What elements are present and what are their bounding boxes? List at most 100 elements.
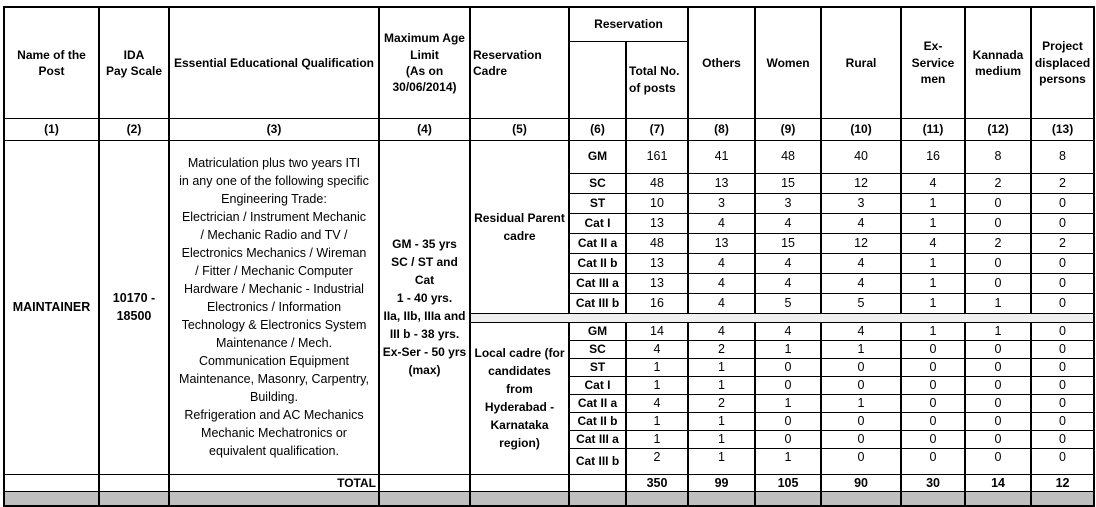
residual-cat2a-total: 48 — [624, 232, 690, 254]
bottom-band-cell — [168, 491, 380, 507]
col-number-5: (5) — [469, 117, 570, 141]
local-cat2a-women: 1 — [754, 393, 823, 413]
local-st-women: 0 — [754, 357, 823, 377]
total-women: 105 — [754, 473, 823, 493]
header-max-age-limit: Maximum Age Limit (As on 30/06/2014) — [378, 6, 471, 119]
local-sc-project: 0 — [1030, 339, 1096, 359]
recruitment-reservation-table: Name of the Post IDA Pay Scale Essential… — [3, 6, 1096, 507]
local-cadre-label: Local cadre (for candidates from Hyderab… — [469, 321, 570, 475]
residual-st-project: 0 — [1030, 192, 1096, 214]
local-cat3a-women: 0 — [754, 429, 823, 449]
local-cat2b-project: 0 — [1030, 411, 1096, 431]
col-number-4: (4) — [378, 117, 471, 141]
col-number-1: (1) — [3, 117, 100, 141]
residual-cat2b-category: Cat II b — [568, 252, 627, 274]
local-cat1-rural: 0 — [820, 375, 903, 395]
table-row: Cat III a 1 1 0 0 0 0 0 — [4, 429, 1096, 449]
local-cat2a-exservice: 0 — [900, 393, 967, 413]
local-cat3a-exservice: 0 — [900, 429, 967, 449]
residual-st-total: 10 — [624, 192, 690, 214]
total-blank-name — [3, 473, 100, 493]
local-cat2a-rural: 1 — [820, 393, 903, 413]
col-number-10: (10) — [820, 117, 903, 141]
local-cat1-total: 1 — [624, 375, 690, 395]
local-cat1-exservice: 0 — [900, 375, 967, 395]
table-row — [3, 491, 1096, 507]
local-cat1-kannada: 0 — [964, 375, 1033, 395]
residual-cat3b-project: 0 — [1030, 292, 1096, 314]
local-cat2a-category: Cat II a — [568, 393, 627, 413]
header-kannada-medium: Kannada medium — [964, 6, 1033, 119]
residual-cat3b-others: 4 — [687, 292, 757, 314]
residual-sc-others: 13 — [687, 172, 757, 194]
col-number-2: (2) — [98, 117, 170, 141]
residual-gm-total: 161 — [624, 139, 690, 174]
local-cat3a-project: 0 — [1030, 429, 1096, 449]
residual-cat3b-women: 5 — [754, 292, 823, 314]
qualification-cell: Matriculation plus two years ITI in any … — [168, 139, 380, 475]
local-cat1-women: 0 — [754, 375, 823, 395]
header-ida-pay-scale: IDA Pay Scale — [98, 6, 170, 119]
col-number-8: (8) — [687, 117, 757, 141]
residual-cat3a-others: 4 — [687, 272, 757, 294]
residual-gm-others: 41 — [687, 139, 757, 174]
residual-st-rural: 3 — [820, 192, 903, 214]
local-gm-category: GM — [568, 321, 627, 341]
residual-gm-kannada: 8 — [964, 139, 1033, 174]
total-blank-pay — [98, 473, 170, 493]
header-name-of-post: Name of the Post — [3, 6, 100, 119]
bottom-band-cell — [378, 491, 471, 507]
local-cat3b-others: 1 — [687, 447, 757, 475]
local-cat1-category: Cat I — [568, 375, 627, 395]
residual-cat3a-women: 4 — [754, 272, 823, 294]
local-cat3b-women: 1 — [754, 447, 823, 475]
header-rural: Rural — [820, 6, 903, 119]
residual-cat3a-project: 0 — [1030, 272, 1096, 294]
residual-cat2b-women: 4 — [754, 252, 823, 274]
residual-cat3b-kannada: 1 — [964, 292, 1033, 314]
residual-cat3b-rural: 5 — [820, 292, 903, 314]
total-blank-category — [568, 473, 627, 493]
total-rural: 90 — [820, 473, 903, 493]
total-blank-cadre — [469, 473, 570, 493]
residual-sc-rural: 12 — [820, 172, 903, 194]
col-number-13: (13) — [1030, 117, 1096, 141]
residual-st-category: ST — [568, 192, 627, 214]
col-number-9: (9) — [754, 117, 823, 141]
local-st-rural: 0 — [820, 357, 903, 377]
local-cat2a-kannada: 0 — [964, 393, 1033, 413]
header-category-blank — [568, 40, 627, 119]
local-cat3b-total: 2 — [624, 447, 690, 475]
header-reservation-cadre: Reservation Cadre — [469, 6, 570, 119]
local-cat3b-exservice: 0 — [900, 447, 967, 475]
local-cat2b-rural: 0 — [820, 411, 903, 431]
bottom-band-cell — [754, 491, 823, 507]
residual-gm-women: 48 — [754, 139, 823, 174]
col-number-7: (7) — [624, 117, 690, 141]
header-total-no-of-posts: Total No. of posts — [624, 40, 690, 119]
total-kannada: 14 — [964, 473, 1033, 493]
header-women: Women — [754, 6, 823, 119]
age-limit-cell: GM - 35 yrs SC / ST and Cat 1 - 40 yrs. … — [378, 139, 471, 475]
residual-st-exservice: 1 — [900, 192, 967, 214]
local-cat2b-others: 1 — [687, 411, 757, 431]
residual-cat2a-others: 13 — [687, 232, 757, 254]
residual-gm-project: 8 — [1030, 139, 1096, 174]
cadre-separator-band — [468, 312, 1096, 323]
local-cat2a-project: 0 — [1030, 393, 1096, 413]
residual-gm-rural: 40 — [820, 139, 903, 174]
total-exservice: 30 — [900, 473, 967, 493]
local-cat2a-total: 4 — [624, 393, 690, 413]
residual-cat2a-kannada: 2 — [964, 232, 1033, 254]
local-cat3b-project: 0 — [1030, 447, 1096, 475]
total-posts: 350 — [624, 473, 690, 493]
residual-cadre-label: Residual Parent cadre — [469, 139, 570, 314]
table-row: ST 1 1 0 0 0 0 0 — [4, 357, 1096, 377]
residual-cat2a-rural: 12 — [820, 232, 903, 254]
residual-cat2b-rural: 4 — [820, 252, 903, 274]
bottom-band-cell — [568, 491, 627, 507]
local-st-project: 0 — [1030, 357, 1096, 377]
local-st-category: ST — [568, 357, 627, 377]
local-cat3a-category: Cat III a — [568, 429, 627, 449]
